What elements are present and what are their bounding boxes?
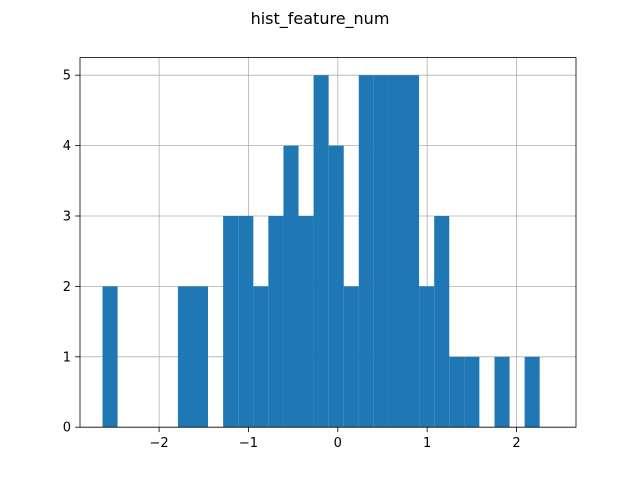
histogram-bar (449, 356, 465, 428)
histogram-bar (494, 356, 510, 428)
x-tick-label: 2 (512, 436, 520, 451)
y-axis-ticks: 0 1 2 3 4 5 (63, 69, 80, 436)
x-tick-label: −1 (239, 436, 258, 451)
histogram-bar (238, 216, 254, 428)
y-tick-label: 1 (63, 350, 71, 365)
histogram-bar (283, 145, 299, 428)
y-tick-label: 4 (63, 139, 71, 154)
x-tick-label: 0 (334, 436, 342, 451)
histogram-bar (298, 216, 314, 428)
x-tick-label: 1 (423, 436, 431, 451)
y-tick-label: 0 (63, 421, 71, 436)
chart-title: hist_feature_num (251, 9, 390, 29)
axes-frame (79, 57, 577, 428)
histogram-bar (403, 75, 420, 428)
histogram-bar (268, 216, 284, 428)
histogram-bar (223, 216, 239, 428)
histogram-bar (328, 145, 344, 428)
histogram-bar (253, 286, 269, 428)
histogram-bar (358, 75, 374, 428)
histogram-bars (102, 75, 540, 428)
x-tick-label: −2 (149, 436, 168, 451)
x-axis-ticks: −2 −1 0 1 2 (149, 427, 521, 451)
y-tick-label: 5 (63, 69, 71, 84)
histogram-bar (313, 75, 329, 428)
histogram-bar (102, 286, 118, 428)
axes (79, 57, 577, 428)
histogram-bar (373, 75, 389, 428)
y-tick-label: 3 (63, 210, 71, 225)
histogram-bar (524, 356, 540, 428)
y-tick-label: 2 (63, 280, 71, 295)
histogram-bar (388, 75, 405, 428)
histogram-bar (434, 216, 450, 428)
histogram-bar (419, 286, 435, 428)
histogram-bar (464, 356, 480, 428)
histogram-bar (192, 286, 209, 428)
histogram-bar (343, 286, 359, 428)
histogram-bar (177, 286, 194, 428)
